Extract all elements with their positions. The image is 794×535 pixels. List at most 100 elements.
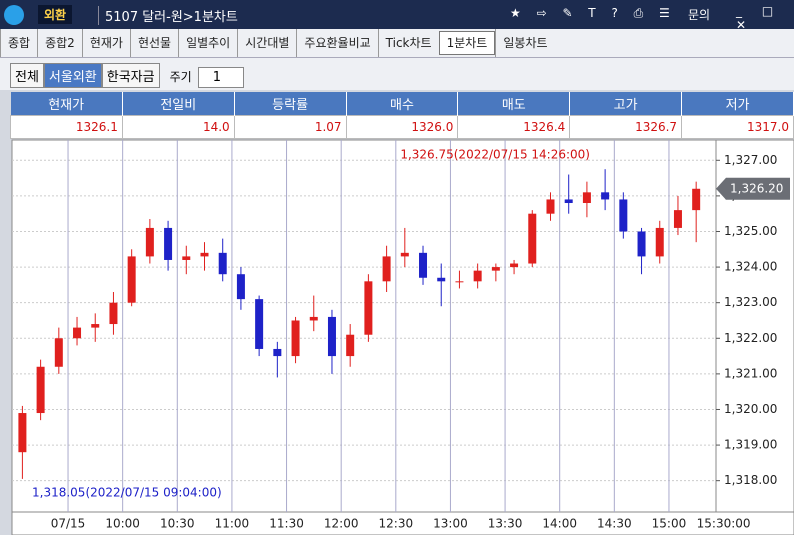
x-tick-label: 11:00 <box>215 517 250 531</box>
candle-body <box>54 338 63 367</box>
y-tick-label: 1,318.00 <box>724 473 777 487</box>
candle-body <box>419 252 428 278</box>
candle-body <box>473 270 482 282</box>
candle-body <box>255 299 264 349</box>
candle-body <box>528 213 537 264</box>
menu[interactable]: 문의 <box>688 8 711 22</box>
x-tick-label: 15:00 <box>652 517 687 531</box>
candle-body <box>73 327 82 339</box>
toolbar-button[interactable]: 한국자금 <box>101 63 160 88</box>
candle-body <box>182 256 191 260</box>
candle-body <box>164 227 173 260</box>
period-label: 주기 <box>169 70 192 84</box>
x-tick-label: 10:00 <box>105 517 140 531</box>
candle-body <box>273 348 282 357</box>
y-tick-label: 1,324.00 <box>724 260 777 274</box>
toolbar-button[interactable]: 서울외환 <box>43 63 102 88</box>
quote-value: 1326.7 <box>569 115 683 139</box>
toolbar: 전체 서울외환 한국자금 주기 1 <box>0 58 794 90</box>
quote-value: 1326.0 <box>345 115 459 139</box>
candle-body <box>455 281 464 283</box>
candle-body <box>327 316 336 357</box>
column-header: 현재가 <box>10 92 123 116</box>
chart: 1,318.00 1,319.00 1,320.00 1,321.00 1,322.00… <box>11 139 794 535</box>
column-header: 저가 <box>681 92 794 116</box>
candle-body <box>309 316 318 321</box>
candle-body <box>619 199 628 232</box>
column-header: 매도 <box>457 92 571 116</box>
x-tick-label: 12:00 <box>324 517 359 531</box>
quote-table: 현재가 전일비 등락률 매수 매도 고가 저가 1326.1 14.0 1.07 1326.0 132… <box>10 92 794 139</box>
toolbar-button[interactable]: 전체 <box>10 63 44 88</box>
candle-body <box>218 252 227 275</box>
candle-body <box>18 413 27 453</box>
candle-body <box>400 252 409 257</box>
tab[interactable]: 종합 <box>0 29 37 57</box>
column-header: 전일비 <box>122 92 235 116</box>
candle-body <box>582 192 591 204</box>
quote-value: 1326.4 <box>457 115 571 139</box>
y-tick-label: 1,327.00 <box>724 153 777 167</box>
title-bar: 외환 5107 달러-원>1분차트 ★ ⇨ ✎ T ? ⎙ ☰ 문의 _ □ ✕ <box>0 0 794 32</box>
y-tick-label: 1,320.00 <box>724 402 777 416</box>
annotation: 1,318.05(2022/07/15 09:04:00) <box>32 485 222 499</box>
axis-area <box>715 139 794 513</box>
candle-body <box>637 231 646 257</box>
last-price-tag <box>716 177 790 200</box>
tab[interactable]: 시간대별 <box>237 29 296 57</box>
candle-body <box>382 256 391 282</box>
tab[interactable]: 일별추이 <box>178 29 237 57</box>
candle-body <box>437 277 446 282</box>
candle-body <box>346 334 355 357</box>
toolbar-icons[interactable]: ★ ⇨ ✎ T ? ⎙ ☰ <box>510 6 676 20</box>
candle-body <box>655 227 664 257</box>
candle-body <box>291 320 300 357</box>
x-tick-label: 11:30 <box>269 517 304 531</box>
candle-body <box>127 256 136 303</box>
last-price-label: 1,326.20 <box>730 181 783 195</box>
candle-body <box>236 274 245 300</box>
candle-body <box>692 188 701 211</box>
quote-value: 14.0 <box>121 115 235 139</box>
x-tick-label: 07/15 <box>51 517 86 531</box>
x-tick-label: 13:00 <box>433 517 468 531</box>
x-axis-area <box>11 511 794 535</box>
window-title: 5107 달러-원>1분차트 <box>98 6 238 25</box>
candle-body <box>91 324 100 328</box>
tab[interactable]: 1분차트 <box>438 31 496 55</box>
tab[interactable]: 현재가 <box>81 29 130 57</box>
candle-body <box>364 281 373 335</box>
tab[interactable]: Tick차트 <box>377 29 439 57</box>
column-header: 등락률 <box>234 92 347 116</box>
quote-value: 1317.0 <box>681 115 794 139</box>
x-tick-label: 14:30 <box>597 517 632 531</box>
candle-body <box>109 302 118 325</box>
tab-bar: 종합 종합2 현재가 현선물 일별추이 시간대별 주요환율비교 Tick차트 1분차트 일봉차트 <box>0 29 794 58</box>
column-header: 매수 <box>346 92 459 116</box>
tab[interactable]: 일봉차트 <box>495 29 554 57</box>
logo <box>4 5 24 25</box>
candle-body <box>546 199 555 214</box>
window-controls[interactable]: _ □ ✕ <box>736 4 782 32</box>
x-tick-label: 13:30 <box>488 517 523 531</box>
quote-value: 1326.1 <box>10 115 123 139</box>
candle-body <box>510 263 519 268</box>
tab[interactable]: 현선물 <box>129 29 178 57</box>
x-tick-label: 12:30 <box>379 517 414 531</box>
y-tick-label: 1,323.00 <box>724 295 777 309</box>
y-tick-label: 1,319.00 <box>724 438 777 452</box>
candle-body <box>564 199 573 204</box>
candle-body <box>601 192 610 200</box>
period-input[interactable]: 1 <box>197 67 244 88</box>
candle-body <box>200 252 209 257</box>
badge: 외환 <box>38 5 73 24</box>
x-tick-label: 14:00 <box>542 517 577 531</box>
tab[interactable]: 종합2 <box>37 29 82 57</box>
annotation: 1,326.75(2022/07/15 14:26:00) <box>400 148 590 162</box>
candle-body <box>36 366 45 414</box>
x-tick-label: 10:30 <box>160 517 195 531</box>
tab[interactable]: 주요환율비교 <box>296 29 377 57</box>
candle-body <box>673 210 682 228</box>
column-header: 고가 <box>569 92 683 116</box>
